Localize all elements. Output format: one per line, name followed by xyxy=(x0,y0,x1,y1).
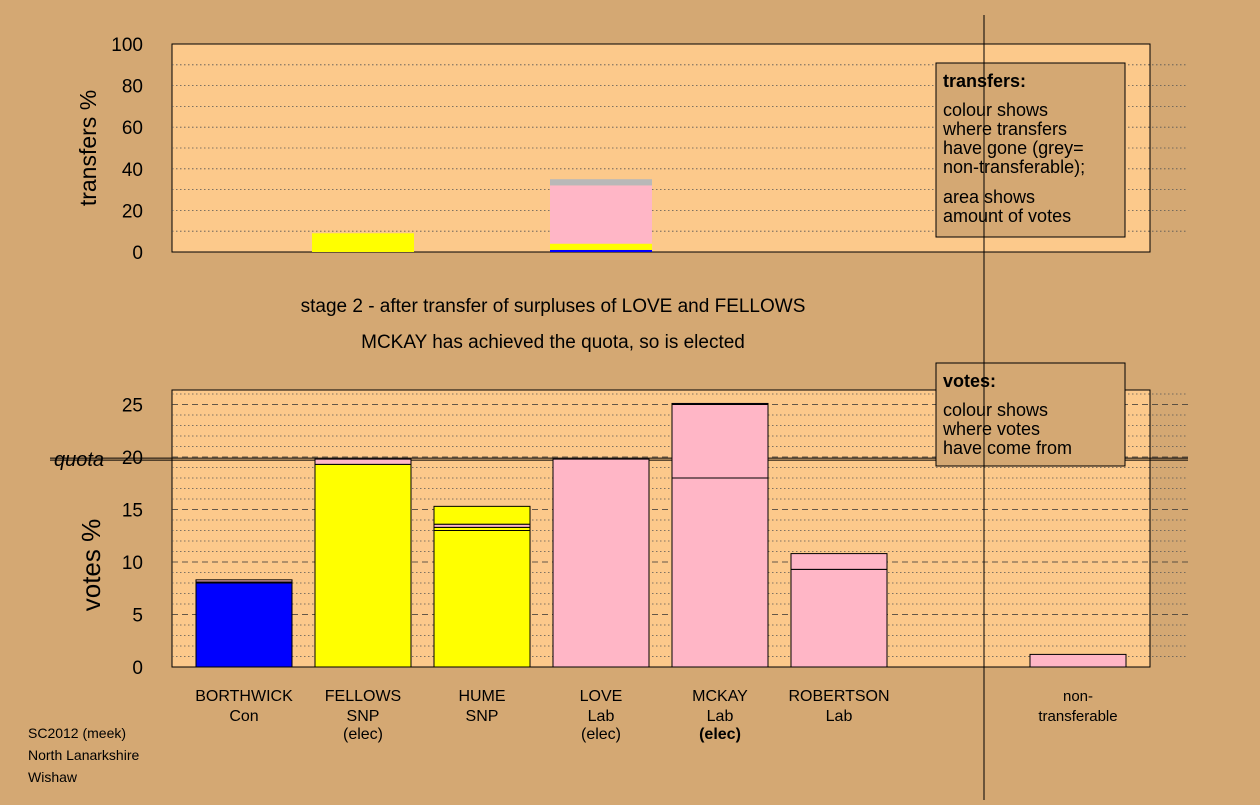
transfers-legend-title: transfers: xyxy=(943,71,1026,91)
candidate-party-label: Lab xyxy=(707,708,734,725)
candidate-party-label: Con xyxy=(229,708,258,725)
votes-legend-title: votes: xyxy=(943,371,996,391)
vote-bar-segment-mckay xyxy=(671,477,769,668)
transfers-legend-line: where transfers xyxy=(942,119,1067,139)
vote-bar-segment-love xyxy=(552,458,650,668)
candidate-name-label: BORTHWICK xyxy=(195,688,293,705)
votes-legend-line: have come from xyxy=(943,438,1072,458)
transfers-y-tick-label: 20 xyxy=(122,201,143,222)
transfer-bar-segment-love xyxy=(550,179,652,186)
candidate-status-label: (elec) xyxy=(699,726,741,743)
transfers-y-tick-label: 40 xyxy=(122,160,143,181)
votes-legend-box xyxy=(935,362,1126,467)
votes-y-tick-label: 25 xyxy=(122,396,143,417)
candidate-name-label: non- xyxy=(1063,688,1093,705)
candidate-name-label: MCKAY xyxy=(692,688,748,705)
stage-caption: stage 2 - after transfer of surpluses of… xyxy=(301,296,806,317)
vote-bar-segment-robertson xyxy=(790,553,888,570)
transfers-chart: 0 20 40 60 80 100 transfers % transfers: colour … xyxy=(75,35,1188,264)
transfer-bar-segment-love xyxy=(550,243,652,250)
transfers-legend-line: area shows xyxy=(943,187,1035,207)
transfers-y-tick-label: 0 xyxy=(132,243,143,264)
vote-bar-segment-robertson xyxy=(790,568,888,668)
votes-y-tick-label: 5 xyxy=(132,606,143,627)
candidate-name-label: LOVE xyxy=(580,688,623,705)
candidate-status-label: (elec) xyxy=(581,726,621,743)
transfers-legend-line: amount of votes xyxy=(943,206,1071,226)
footer-ward: Wishaw xyxy=(28,769,78,785)
votes-legend-line: colour shows xyxy=(943,400,1048,420)
vote-bar-segment-non xyxy=(1029,653,1127,668)
transfers-legend-line: have gone (grey= xyxy=(943,138,1084,158)
footer-council: North Lanarkshire xyxy=(28,747,139,763)
vote-bar-segment-mckay xyxy=(671,402,769,406)
transfer-bar-segment-love xyxy=(550,185,652,244)
votes-y-axis-label: votes % xyxy=(76,519,106,612)
candidate-status-label: (elec) xyxy=(343,726,383,743)
transfers-y-tick-label: 60 xyxy=(122,118,143,139)
vote-bar-segment-borthwick xyxy=(195,582,293,668)
candidate-party-label: transferable xyxy=(1038,708,1117,725)
candidate-party-label: SNP xyxy=(466,708,499,725)
transfers-y-tick-label: 80 xyxy=(122,77,143,98)
candidate-name-label: FELLOWS xyxy=(325,688,401,705)
votes-y-tick-label: 0 xyxy=(132,658,143,679)
vote-bar-segment-hume xyxy=(433,505,531,525)
candidate-party-label: Lab xyxy=(826,708,853,725)
quota-label: quota xyxy=(54,449,104,471)
transfers-legend-box xyxy=(935,62,1126,238)
vote-bar-segment-fellows xyxy=(314,458,412,465)
election-footer: SC2012 (meek) North Lanarkshire Wishaw xyxy=(28,725,139,785)
candidate-name-label: ROBERTSON xyxy=(788,688,889,705)
vote-bar-segment-fellows xyxy=(314,463,412,668)
transfer-bar-segment-fellows xyxy=(312,233,414,252)
transfers-y-axis-label: transfers % xyxy=(75,90,101,206)
transfer-bar-segment-love xyxy=(550,249,652,252)
votes-y-tick-label: 15 xyxy=(122,501,143,522)
votes-legend-line: where votes xyxy=(942,419,1040,439)
vote-bar-segment-borthwick xyxy=(195,579,293,583)
candidate-party-label: SNP xyxy=(347,708,380,725)
candidate-name-label: HUME xyxy=(458,688,505,705)
vote-bar-segment-hume xyxy=(433,530,531,668)
transfers-y-tick-label: 100 xyxy=(111,35,143,56)
vote-bar-segment-mckay xyxy=(671,404,769,479)
transfers-legend-line: colour shows xyxy=(943,100,1048,120)
stage-captions: stage 2 - after transfer of surpluses of… xyxy=(301,296,806,353)
footer-election: SC2012 (meek) xyxy=(28,725,126,741)
transfers-legend-line: non-transferable); xyxy=(943,157,1085,177)
candidate-party-label: Lab xyxy=(588,708,615,725)
status-caption: MCKAY has achieved the quota, so is elec… xyxy=(361,332,745,353)
votes-y-tick-label: 10 xyxy=(122,553,143,574)
